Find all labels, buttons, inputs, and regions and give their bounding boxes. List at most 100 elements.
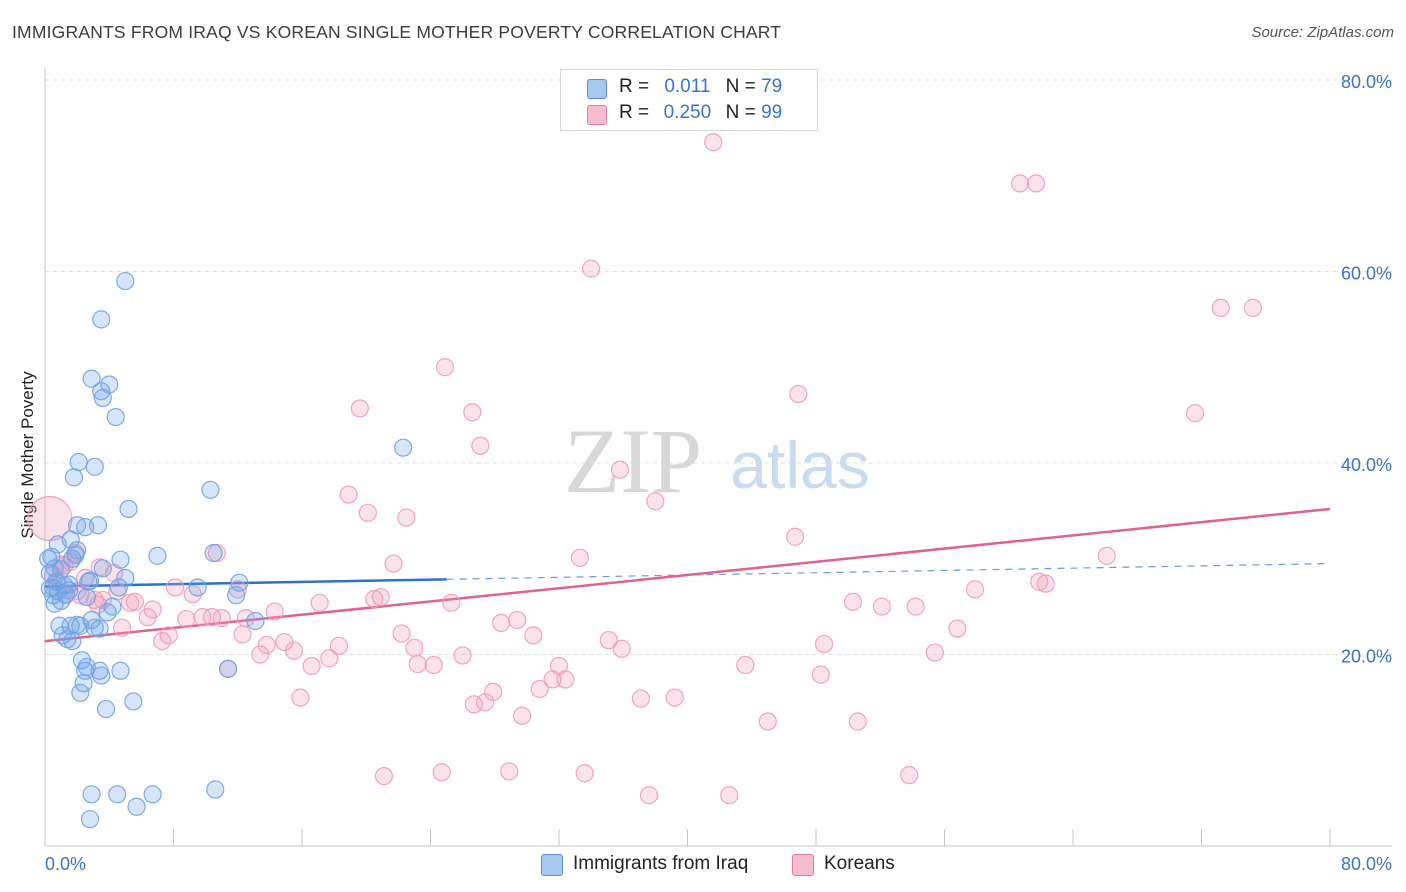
point-iraq [98, 603, 117, 622]
point-koreans [610, 460, 630, 479]
point-koreans [193, 608, 212, 627]
point-koreans [424, 655, 443, 675]
point-iraq [92, 666, 111, 685]
point-koreans [814, 634, 834, 654]
point-iraq [77, 587, 96, 607]
watermark-atlas: atlas [730, 428, 869, 502]
point-koreans [1097, 546, 1116, 565]
point-koreans [397, 508, 416, 527]
point-iraq [40, 579, 59, 598]
legend-r-value: 0.250 [663, 102, 712, 123]
point-koreans [1036, 574, 1055, 593]
point-koreans [848, 712, 867, 731]
point-koreans [1026, 174, 1046, 193]
y-tick-label: 40.0% [1341, 455, 1392, 475]
point-iraq [127, 797, 146, 816]
point-iraq [96, 699, 116, 719]
legend-n-label: N = [725, 102, 756, 123]
point-koreans [265, 602, 284, 621]
legend-label-iraq: Immigrants from Iraq [573, 853, 749, 874]
point-koreans [329, 636, 349, 655]
point-iraq [143, 785, 162, 804]
y-tick-label: 60.0% [1341, 264, 1392, 284]
legend-r-label: R = [619, 102, 650, 123]
chart-title: IMMIGRANTS FROM IRAQ VS KOREAN SINGLE MO… [12, 22, 782, 42]
point-iraq [201, 480, 220, 499]
point-iraq [39, 549, 58, 568]
point-koreans [925, 643, 944, 662]
point-iraq [68, 541, 87, 560]
point-koreans [575, 764, 594, 783]
x-tick-label: 80.0% [1341, 854, 1392, 874]
legend-n-value: 99 [761, 102, 783, 123]
tick-labels: 20.0% 40.0% 60.0% 80.0% 0.0% 80.0% [45, 72, 1392, 874]
point-iraq [93, 559, 112, 578]
point-iraq [188, 578, 207, 597]
point-koreans [257, 635, 276, 655]
point-iraq [108, 785, 127, 804]
point-koreans [631, 689, 651, 708]
point-koreans [582, 259, 601, 278]
correlation-legend: R = 0.011 N = 79 R = 0.250 N = 99 [560, 69, 818, 131]
legend-r-label: R = [619, 76, 650, 97]
point-koreans [442, 593, 461, 612]
point-koreans [464, 695, 483, 714]
point-koreans [350, 399, 369, 418]
point-iraq [82, 785, 101, 804]
point-iraq [85, 457, 104, 476]
point-koreans [212, 609, 231, 628]
point-iraq [148, 546, 167, 565]
point-koreans [556, 670, 575, 689]
y-tick-label: 20.0% [1341, 647, 1392, 667]
point-koreans [358, 503, 377, 522]
point-koreans [339, 485, 358, 504]
point-iraq [124, 692, 143, 711]
legend-swatch-iraq [587, 79, 607, 99]
point-iraq [53, 626, 72, 645]
point-koreans [906, 597, 925, 616]
point-koreans [512, 706, 532, 725]
watermark-zip: ZIP [564, 410, 702, 512]
point-koreans [365, 589, 384, 609]
point-koreans [112, 618, 132, 637]
point-koreans [435, 358, 455, 377]
point-koreans [900, 766, 919, 785]
point-iraq [116, 568, 135, 588]
point-koreans [251, 645, 270, 664]
point-koreans [811, 665, 830, 684]
point-koreans [1243, 298, 1263, 317]
point-koreans [720, 786, 739, 805]
point-koreans [704, 133, 723, 152]
point-koreans [202, 608, 222, 627]
trend-line-iraq-extension [446, 562, 1331, 580]
point-koreans [872, 597, 891, 616]
point-iraq [219, 659, 238, 678]
legend-n-value: 79 [761, 76, 783, 97]
point-koreans [530, 679, 549, 699]
point-koreans [665, 688, 684, 707]
point-iraq [90, 619, 109, 638]
point-iraq [119, 499, 138, 519]
legend-swatch-koreans [792, 854, 814, 876]
point-koreans [1211, 298, 1230, 317]
point-koreans [374, 767, 394, 786]
point-koreans [302, 656, 321, 676]
point-koreans [463, 403, 482, 422]
point-koreans [646, 492, 665, 511]
point-koreans [758, 712, 777, 731]
point-iraq [71, 683, 90, 702]
point-koreans [524, 626, 543, 645]
point-iraq [88, 516, 108, 535]
point-koreans [143, 600, 162, 619]
point-koreans [843, 592, 863, 611]
point-koreans [453, 646, 472, 665]
point-koreans [736, 655, 755, 675]
point-iraq [111, 550, 130, 569]
point-iraq [71, 616, 90, 635]
point-koreans [948, 619, 967, 638]
point-koreans [392, 624, 411, 643]
point-koreans [471, 436, 490, 455]
point-iraq [206, 780, 225, 799]
legend-n-label: N = [725, 76, 756, 97]
